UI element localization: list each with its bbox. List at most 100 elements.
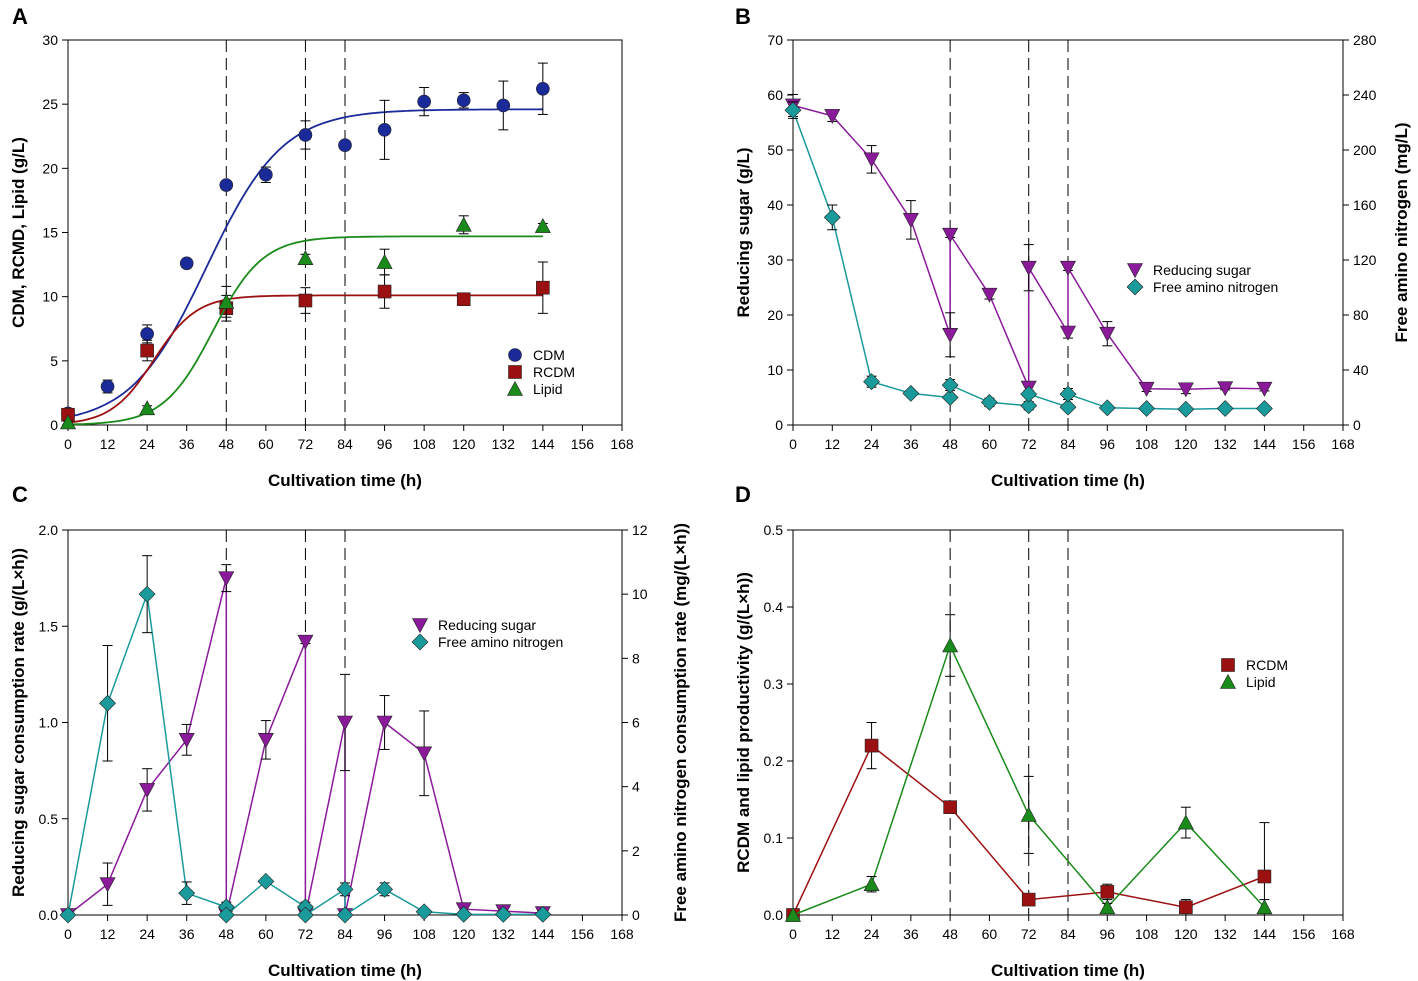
y2-axis-title: Free amino nitrogen (mg/L) <box>1392 122 1411 342</box>
data-point <box>218 293 235 309</box>
y2-tick-label: 240 <box>1353 87 1377 103</box>
data-point <box>496 98 511 113</box>
y2-tick-label: 80 <box>1353 307 1369 323</box>
data-point <box>1216 400 1234 417</box>
data-point <box>139 783 156 799</box>
data-point <box>456 93 471 108</box>
y-tick-label: 1.0 <box>39 715 59 731</box>
data-point <box>218 571 235 587</box>
data-point <box>1138 400 1155 417</box>
data-point <box>941 389 959 406</box>
x-tick-label: 48 <box>218 926 234 942</box>
panel-c: C0 12 24 36 48 60 72 84 96 108 120 132 144 156 1680.00… <box>9 482 690 980</box>
x-tick-label: 72 <box>1021 926 1037 942</box>
data-point <box>415 903 433 921</box>
y-tick-label: 20 <box>767 307 783 323</box>
series-lipid <box>784 614 1273 922</box>
x-tick-label: 96 <box>1099 436 1115 452</box>
legend-label: Lipid <box>533 381 563 397</box>
data-point <box>377 123 392 137</box>
data-point <box>259 167 273 182</box>
data-point <box>1020 385 1038 403</box>
x-tick-label: 96 <box>1099 926 1115 942</box>
data-point <box>298 128 313 142</box>
data-point <box>336 906 354 924</box>
data-point <box>297 906 314 924</box>
x-tick-label: 12 <box>824 926 840 942</box>
data-point <box>1099 899 1116 915</box>
x-tick-label: 36 <box>903 926 919 942</box>
x-axis-title: Cultivation time (h) <box>991 471 1145 490</box>
x-tick-label: 156 <box>1292 436 1316 452</box>
series-sugar <box>784 93 1273 398</box>
y-tick-label: 0.1 <box>764 830 784 846</box>
x-tick-label: 156 <box>571 436 595 452</box>
x-tick-label: 120 <box>452 436 476 452</box>
y2-tick-label: 40 <box>1353 362 1369 378</box>
data-point <box>140 327 154 341</box>
data-point <box>376 880 393 898</box>
x-tick-label: 12 <box>100 926 116 942</box>
data-point <box>377 284 392 299</box>
y-tick-label: 15 <box>42 225 58 241</box>
x-tick-label: 168 <box>1331 436 1355 452</box>
legend-marker <box>1221 658 1235 672</box>
legend-marker <box>1126 263 1144 279</box>
panel-b: B 0 12 24 36 48 60 72 84 96 108 120 132 144 156 168 0 10 2… <box>734 4 1411 490</box>
y-tick-label: 1.5 <box>39 618 59 634</box>
data-point <box>338 138 352 153</box>
data-point <box>1059 260 1077 276</box>
data-point <box>416 746 433 762</box>
data-point <box>257 733 274 748</box>
data-point <box>1099 326 1116 342</box>
x-tick-label: 48 <box>942 436 958 452</box>
y2-tick-label: 8 <box>632 650 640 666</box>
data-point <box>824 109 841 125</box>
data-point <box>864 738 879 753</box>
x-tick-label: 24 <box>864 926 880 942</box>
data-point <box>534 217 551 233</box>
data-point <box>1020 806 1037 822</box>
x-tick-label: 144 <box>531 436 555 452</box>
y2-tick-label: 4 <box>632 779 640 795</box>
data-point <box>297 250 314 265</box>
x-tick-label: 0 <box>64 926 72 942</box>
legend-marker <box>411 633 429 651</box>
x-axis-title: Cultivation time (h) <box>991 961 1145 980</box>
y2-tick-label: 160 <box>1353 197 1377 213</box>
data-point <box>298 293 313 308</box>
legend-marker <box>1126 278 1144 296</box>
panel-d: D 0 12 24 36 48 60 72 84 96 108 120 132 144 156 168 0.0 0… <box>734 482 1355 980</box>
data-point <box>178 884 196 902</box>
series-line <box>67 577 543 916</box>
data-point <box>456 292 471 307</box>
x-tick-label: 120 <box>452 926 476 942</box>
data-point <box>1177 814 1194 830</box>
data-point <box>784 906 802 922</box>
data-point <box>981 393 998 411</box>
data-point <box>1098 399 1116 417</box>
y-tick-label: 0.5 <box>39 811 59 827</box>
x-tick-label: 132 <box>492 436 516 452</box>
data-point <box>1059 325 1077 341</box>
legend-label: Reducing sugar <box>1153 262 1251 278</box>
data-point <box>1020 397 1038 415</box>
legend-label: RCDM <box>533 364 575 380</box>
x-tick-label: 84 <box>1060 926 1076 942</box>
x-tick-label: 60 <box>982 926 998 942</box>
data-point <box>536 81 550 96</box>
data-point <box>376 715 393 731</box>
x-tick-label: 168 <box>610 926 634 942</box>
series-line <box>792 104 1265 391</box>
x-tick-label: 0 <box>64 436 72 452</box>
data-point <box>1177 400 1195 418</box>
y-axis-title: CDM, RCMD, Lipid (g/L) <box>9 137 28 328</box>
data-point <box>1179 900 1193 915</box>
legend-label: Free amino nitrogen <box>438 634 563 650</box>
legend-marker <box>411 618 429 634</box>
data-point <box>863 373 880 391</box>
y2-tick-label: 2 <box>632 843 640 859</box>
x-axis-title: Cultivation time (h) <box>268 961 422 980</box>
